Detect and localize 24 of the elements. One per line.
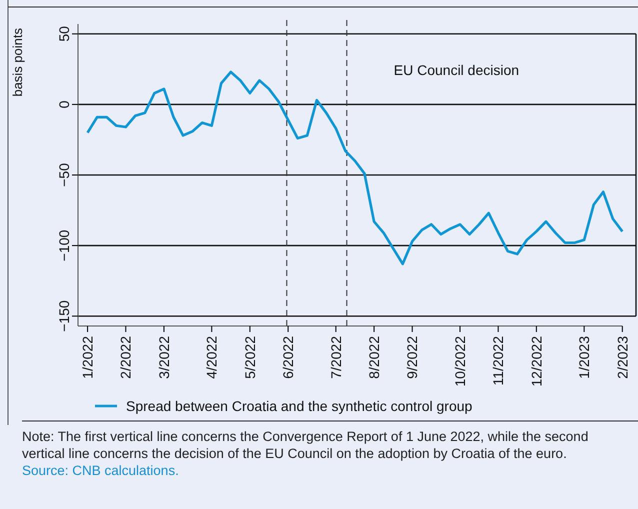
x-tick-label: 2/2022 [118, 336, 134, 379]
x-tick-label: 12/2022 [528, 336, 544, 387]
y-tick-label: −150 [56, 300, 72, 332]
x-tick-label: 4/2022 [204, 336, 220, 379]
x-tick-label: 5/2022 [242, 336, 258, 379]
legend-label: Spread between Croatia and the synthetic control group [126, 398, 473, 414]
source-note: Source: CNB calculations. [22, 462, 180, 479]
x-tick-label: 10/2022 [452, 336, 468, 387]
x-tick-label: 6/2022 [280, 336, 296, 379]
y-tick-label: −50 [56, 162, 72, 187]
ref-line-label: EU Council decision [394, 62, 520, 78]
y-tick-label: 50 [56, 26, 72, 42]
x-tick-label: 3/2022 [156, 336, 172, 379]
x-tick-label: 2/2023 [614, 336, 630, 379]
y-tick-label: −100 [56, 230, 72, 262]
y-axis-title: basis points [10, 28, 25, 97]
x-tick-label: 11/2022 [490, 336, 506, 386]
y-tick-label: 0 [56, 100, 72, 108]
x-tick-label: 1/2022 [79, 336, 96, 379]
x-tick-label: 8/2022 [366, 336, 382, 379]
x-tick-label: 9/2022 [404, 336, 420, 379]
text: Note: The first vertical line concerns the Convergence Report of 1 June 2022, while the second vertical line concerns the decision of the EU Council on the adoption by Croatia of the euro. [22, 428, 590, 462]
x-tick-label: 7/2022 [328, 336, 344, 379]
x-tick-label: 1/2023 [576, 336, 592, 379]
